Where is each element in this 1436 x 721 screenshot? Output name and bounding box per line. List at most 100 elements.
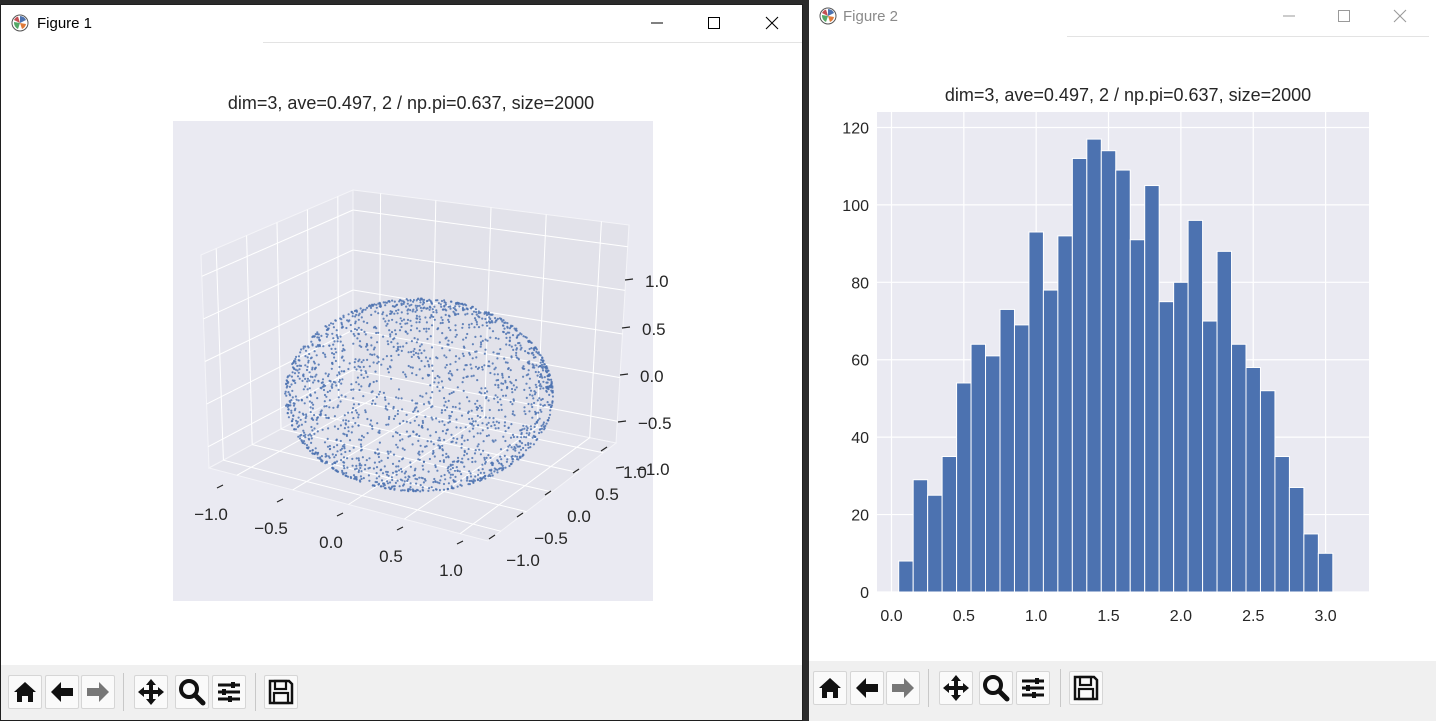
close-button[interactable] <box>1387 4 1413 28</box>
scatter-point <box>496 352 499 355</box>
scatter-point <box>523 435 526 438</box>
scatter-point <box>442 488 446 491</box>
scatter-point <box>418 304 421 307</box>
scatter-point <box>490 472 493 475</box>
scatter-point <box>484 416 487 419</box>
scatter-point <box>400 467 403 471</box>
forward-button[interactable] <box>886 671 920 705</box>
scatter-point <box>427 363 430 366</box>
histogram-bar <box>1202 320 1218 593</box>
scatter-point <box>508 331 511 334</box>
scatter-point <box>302 373 305 376</box>
histogram-bar <box>1100 150 1117 593</box>
scatter-point <box>322 345 325 348</box>
figure1-titlebar[interactable]: Figure 1 <box>1 5 802 43</box>
scatter-point <box>333 425 336 428</box>
scatter-point <box>360 434 364 437</box>
scatter-point <box>449 415 452 418</box>
figure2-plot-title: dim=3, ave=0.497, 2 / np.pi=0.637, size=… <box>945 85 1311 105</box>
scatter-point <box>360 361 363 364</box>
figure2-canvas[interactable]: dim=3, ave=0.497, 2 / np.pi=0.637, size=… <box>809 38 1436 661</box>
configure-subplots-button[interactable] <box>1016 671 1050 705</box>
scatter-point <box>409 366 412 369</box>
back-button[interactable] <box>850 671 884 705</box>
scatter-point <box>535 350 538 353</box>
zoom-button[interactable] <box>175 675 209 709</box>
scatter-point <box>340 459 343 462</box>
save-button[interactable] <box>264 675 298 709</box>
scatter-point <box>434 431 438 434</box>
close-button[interactable] <box>759 11 785 35</box>
scatter-point <box>387 402 390 405</box>
figure2-titlebar[interactable]: Figure 2 <box>809 0 1436 38</box>
scatter-point <box>343 370 346 373</box>
scatter-point <box>394 414 397 418</box>
scatter-point <box>359 307 362 310</box>
minimize-button[interactable] <box>644 11 670 35</box>
scatter-point <box>336 340 339 343</box>
scatter3d-plot[interactable]: dim=3, ave=0.497, 2 / np.pi=0.637, size=… <box>1 43 802 667</box>
scatter-point <box>395 321 398 324</box>
configure-subplots-button[interactable] <box>212 675 246 709</box>
scatter-point <box>434 377 437 380</box>
scatter-point <box>538 431 541 435</box>
pan-button[interactable] <box>939 671 973 705</box>
scatter-point <box>308 352 311 356</box>
zoom-button[interactable] <box>979 671 1013 705</box>
scatter-point <box>456 460 459 463</box>
pan-move-icon <box>943 675 969 701</box>
scatter-point <box>461 352 464 355</box>
scatter-point <box>362 376 365 379</box>
scatter-point <box>328 324 331 327</box>
home-button[interactable] <box>8 675 42 709</box>
scatter-point <box>426 373 429 376</box>
scatter-point <box>400 302 403 305</box>
scatter-point <box>368 383 371 387</box>
scatter-point <box>499 455 502 458</box>
scatter-point <box>418 315 421 318</box>
scatter-point <box>344 450 347 454</box>
histogram-plot[interactable]: dim=3, ave=0.497, 2 / np.pi=0.637, size=… <box>809 38 1436 661</box>
scatter-point <box>455 426 458 429</box>
minimize-button[interactable] <box>1276 4 1302 28</box>
scatter-point <box>470 367 473 370</box>
scatter-point <box>550 385 553 388</box>
maximize-button[interactable] <box>701 11 727 35</box>
scatter-point <box>487 360 491 363</box>
scatter-point <box>439 460 442 463</box>
scatter-point <box>417 352 420 355</box>
scatter-point <box>453 469 457 472</box>
save-button[interactable] <box>1069 671 1103 705</box>
scatter-point <box>519 440 522 443</box>
scatter-point <box>375 306 378 309</box>
scatter-point <box>371 425 374 428</box>
scatter-point <box>528 347 531 351</box>
scatter-point <box>371 484 375 487</box>
scatter-point <box>453 480 456 483</box>
scatter-point <box>321 378 325 381</box>
scatter-point <box>400 311 403 314</box>
scatter-point <box>437 381 440 384</box>
scatter-point <box>480 406 483 409</box>
scatter-point <box>527 442 530 445</box>
scatter-point <box>445 456 448 459</box>
histogram-bar <box>941 456 958 593</box>
scatter-point <box>318 457 321 460</box>
scatter-point <box>299 418 302 421</box>
figure1-canvas[interactable]: dim=3, ave=0.497, 2 / np.pi=0.637, size=… <box>1 43 802 667</box>
z-tick-label: −1.0 <box>636 460 670 479</box>
pan-button[interactable] <box>134 675 168 709</box>
scatter-point <box>374 325 377 328</box>
scatter-point <box>443 473 446 477</box>
forward-button[interactable] <box>81 675 115 709</box>
home-button[interactable] <box>813 671 847 705</box>
scatter-point <box>430 324 434 327</box>
scatter-point <box>544 369 548 372</box>
scatter-point <box>413 474 416 477</box>
back-button[interactable] <box>45 675 79 709</box>
scatter-point <box>536 374 539 377</box>
scatter-point <box>407 475 410 478</box>
scatter-point <box>531 416 534 419</box>
maximize-button[interactable] <box>1331 4 1357 28</box>
scatter-point <box>333 461 336 464</box>
